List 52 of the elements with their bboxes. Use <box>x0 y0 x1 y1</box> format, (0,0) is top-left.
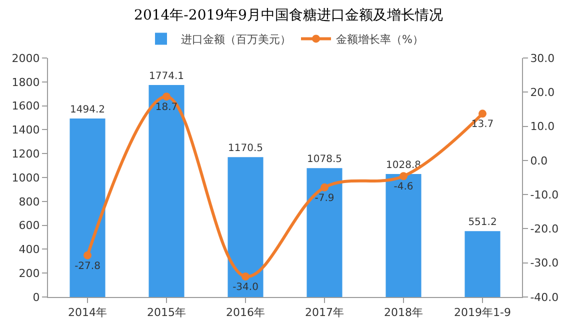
y2-tick-label: -40.0 <box>530 290 559 304</box>
bar <box>148 85 184 297</box>
data-label: 551.2 <box>468 217 497 228</box>
bar <box>386 174 422 297</box>
y2-tick-label: -20.0 <box>530 222 559 236</box>
y-tick-label: 0 <box>32 290 40 304</box>
y-tick-label: 1600 <box>12 100 40 113</box>
x-tick-label: 2015年 <box>147 306 186 320</box>
y2-tick-label: 10.0 <box>530 120 555 134</box>
point <box>478 110 486 118</box>
y-tick-label: 2000 <box>12 52 40 65</box>
legend-label: 金额增长率（%） <box>336 33 424 46</box>
y2-tick-label: 20.0 <box>530 86 555 99</box>
bar <box>70 118 106 297</box>
data-label: -7.9 <box>314 192 334 204</box>
x-tick-label: 2017年 <box>305 306 344 320</box>
data-label: 1028.8 <box>386 160 422 172</box>
bar <box>464 231 500 297</box>
point <box>242 272 250 281</box>
y2-tick-label: 0.0 <box>530 154 548 168</box>
y2-tick-label: -30.0 <box>530 256 559 270</box>
data-label: 18.7 <box>155 102 178 114</box>
data-label: -4.6 <box>394 182 414 193</box>
point <box>320 183 328 192</box>
x-tick-label: 2018年 <box>384 306 423 320</box>
y-tick-label: 800 <box>18 195 40 208</box>
data-label: -34.0 <box>232 282 258 294</box>
y2-tick-label: -10.0 <box>530 188 559 202</box>
point <box>162 92 170 101</box>
data-label: 1078.5 <box>307 154 342 166</box>
bar <box>228 157 264 297</box>
data-label: 1494.2 <box>70 104 106 116</box>
x-tick-label: 2019年1-9 <box>454 306 511 320</box>
data-label: 13.7 <box>471 119 494 130</box>
y-tick-label: 1400 <box>12 124 40 137</box>
y-tick-label: 400 <box>18 243 40 256</box>
y2-tick-label: 30.0 <box>530 52 555 65</box>
x-tick-label: 2014年 <box>68 306 107 320</box>
bar <box>306 168 342 297</box>
data-label: 1774.1 <box>149 71 184 82</box>
point <box>400 172 408 180</box>
point <box>84 251 92 260</box>
y-tick-label: 200 <box>18 266 40 280</box>
y-tick-label: 1000 <box>12 171 40 184</box>
y-tick-label: 600 <box>18 219 40 232</box>
chart-title: 2014年-2019年9月中国食糖进口金额及增长情况 <box>134 8 443 24</box>
legend-label: 进口金额（百万美元） <box>181 33 291 46</box>
data-label: 1170.5 <box>228 143 264 154</box>
x-tick-label: 2016年 <box>226 306 265 320</box>
y-tick-label: 1800 <box>12 76 40 89</box>
y-tick-label: 1200 <box>12 147 40 160</box>
data-label: -27.8 <box>74 260 100 272</box>
